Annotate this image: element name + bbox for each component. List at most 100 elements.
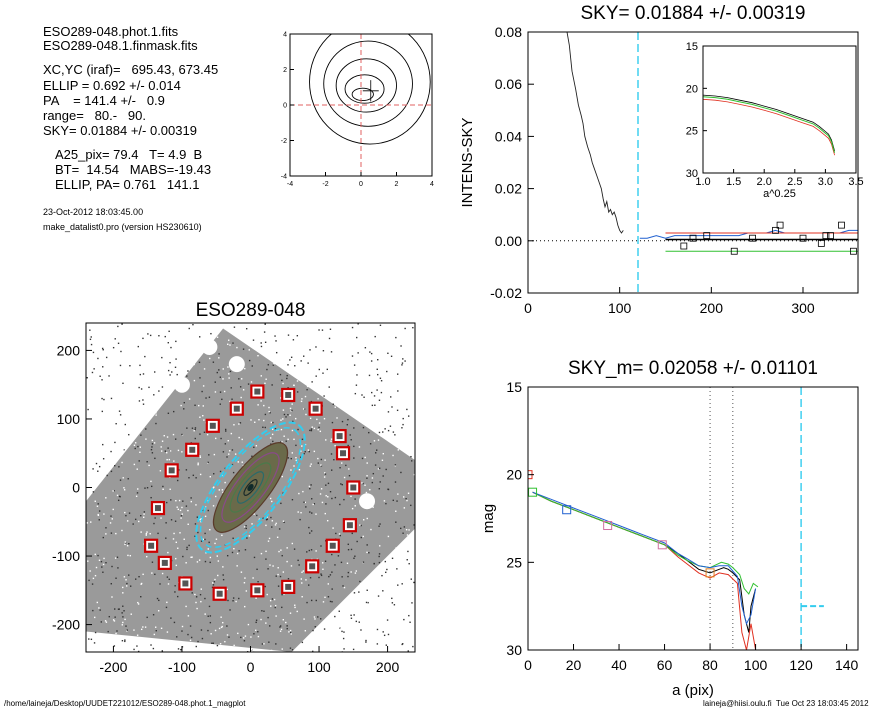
speckle xyxy=(173,621,176,624)
speckle xyxy=(180,517,182,519)
speckle xyxy=(320,574,323,577)
speckle xyxy=(260,618,262,621)
speckle xyxy=(300,511,302,514)
speckle xyxy=(364,600,366,602)
speckle xyxy=(118,410,121,412)
speckle xyxy=(100,621,103,623)
speckle xyxy=(307,449,310,451)
speckle xyxy=(310,549,313,551)
speckle xyxy=(392,499,394,502)
speckle xyxy=(269,564,271,566)
speckle xyxy=(104,414,107,416)
speckle xyxy=(350,617,353,619)
speckle xyxy=(366,551,368,554)
speckle xyxy=(166,436,169,438)
speckle xyxy=(379,324,382,327)
speckle xyxy=(279,630,282,632)
speckle xyxy=(106,390,108,392)
speckle xyxy=(185,469,188,471)
speckle xyxy=(121,637,123,640)
speckle xyxy=(133,629,135,631)
speckle xyxy=(124,542,127,544)
speckle xyxy=(211,642,213,644)
contour-xtick-label: -2 xyxy=(322,181,328,188)
speckle xyxy=(353,364,356,366)
speckle xyxy=(282,571,285,573)
speckle xyxy=(126,582,128,585)
speckle xyxy=(98,559,101,562)
speckle xyxy=(183,324,186,326)
speckle xyxy=(349,434,351,436)
speckle xyxy=(233,328,236,330)
speckle xyxy=(121,529,123,532)
image-ytick-label: -200 xyxy=(52,617,80,633)
speckle xyxy=(137,650,140,652)
sky-point xyxy=(776,221,784,229)
speckle xyxy=(102,349,104,351)
speckle xyxy=(368,431,370,434)
speckle xyxy=(157,610,160,612)
speckle xyxy=(368,552,370,554)
speckle xyxy=(257,404,259,406)
mag-xlabel: a (pix) xyxy=(672,682,714,699)
speckle xyxy=(373,644,375,646)
speckle xyxy=(322,601,325,603)
speckle xyxy=(275,340,277,342)
speckle xyxy=(140,434,142,436)
speckle xyxy=(317,616,319,618)
speckle xyxy=(260,345,263,348)
speckle xyxy=(338,533,341,535)
speckle xyxy=(387,352,389,355)
speckle xyxy=(394,556,396,558)
speckle xyxy=(219,470,222,473)
speckle xyxy=(294,604,296,606)
speckle xyxy=(271,347,274,349)
speckle xyxy=(277,585,280,587)
speckle xyxy=(319,430,322,433)
speckle xyxy=(202,538,204,541)
speckle xyxy=(118,466,120,468)
speckle xyxy=(358,621,360,623)
speckle xyxy=(89,338,92,341)
speckle xyxy=(242,389,245,391)
speckle xyxy=(291,649,294,651)
speckle xyxy=(321,329,324,331)
mag-content xyxy=(528,387,824,650)
speckle xyxy=(328,575,330,578)
speckle xyxy=(221,625,223,628)
contour-line xyxy=(323,40,413,127)
speckle xyxy=(233,547,235,550)
speckle xyxy=(264,382,266,385)
speckle xyxy=(409,585,411,587)
speckle xyxy=(339,349,342,352)
speckle xyxy=(214,391,217,393)
speckle xyxy=(243,526,246,528)
speckle xyxy=(110,450,112,453)
speckle xyxy=(396,500,398,502)
speckle xyxy=(392,650,394,652)
speckle xyxy=(153,633,156,636)
speckle xyxy=(142,337,144,340)
speckle xyxy=(173,532,175,535)
speckle xyxy=(296,380,299,382)
speckle xyxy=(158,646,161,649)
speckle xyxy=(298,564,300,566)
speckle xyxy=(365,641,367,643)
speckle xyxy=(133,364,135,366)
speckle xyxy=(93,347,95,349)
speckle xyxy=(213,473,215,475)
speckle xyxy=(300,360,302,362)
speckle xyxy=(367,631,370,633)
speckle xyxy=(105,533,107,535)
speckle xyxy=(98,465,101,468)
speckle xyxy=(142,516,145,518)
speckle xyxy=(133,463,136,466)
speckle xyxy=(116,494,119,497)
speckle xyxy=(351,326,354,329)
speckle xyxy=(369,351,371,353)
speckle xyxy=(144,626,147,628)
speckle xyxy=(101,566,103,568)
speckle xyxy=(265,622,267,624)
inset-ytick-label: 20 xyxy=(686,83,698,95)
sky-box-core xyxy=(254,388,261,395)
